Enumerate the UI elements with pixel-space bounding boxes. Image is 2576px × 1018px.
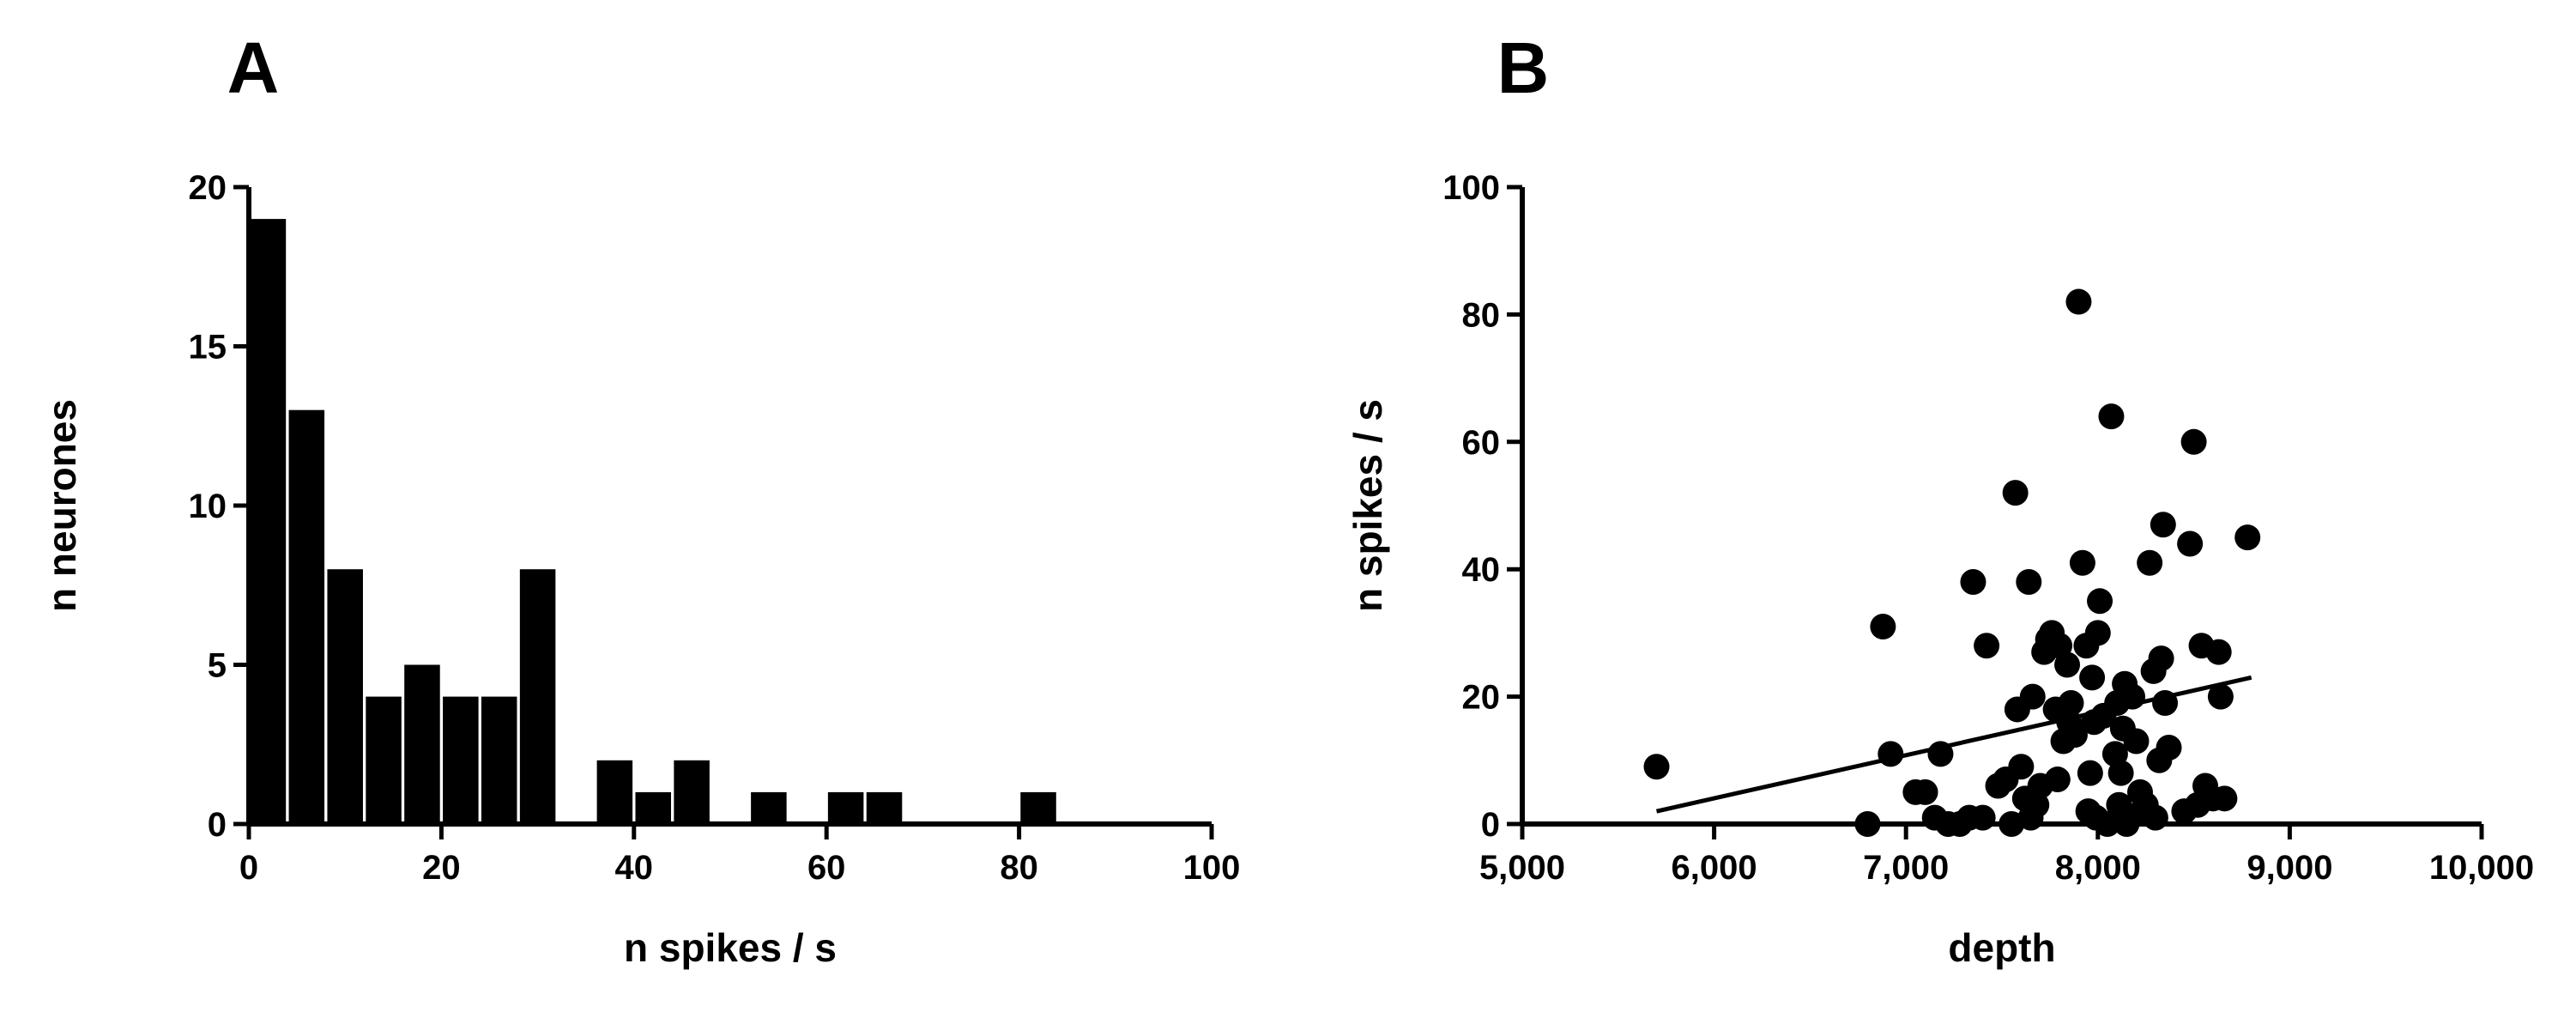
x-axis-title-a: n spikes / s: [624, 925, 837, 970]
scatter-point: [1969, 804, 1996, 831]
y-tick-label-b: 20: [1462, 679, 1501, 717]
histogram-bar: [519, 569, 556, 824]
y-tick-label-b: 80: [1462, 296, 1501, 334]
panel-label-b: B: [1497, 27, 1550, 108]
y-axis-title-a: n neurones: [39, 399, 84, 612]
scatter-point: [1870, 613, 1896, 639]
scatter-point: [2098, 403, 2125, 430]
scatter-point: [2079, 664, 2106, 691]
x-tick-label-a: 40: [615, 849, 654, 887]
scatter-point: [2016, 569, 2042, 596]
x-tick-label-a: 100: [1183, 849, 1241, 887]
scatter-point: [2156, 734, 2182, 760]
scatter-point: [2152, 690, 2179, 717]
scatter-point: [2077, 760, 2103, 786]
scatter-point: [2107, 760, 2134, 786]
scatter-point: [2234, 524, 2261, 551]
histogram-bar: [288, 409, 325, 824]
scatter-point: [2180, 428, 2207, 455]
histogram-bar: [366, 696, 402, 824]
histogram-bar: [327, 569, 363, 824]
scatter-point: [1878, 741, 1904, 767]
scatter-point: [2087, 588, 2113, 615]
scatter-point: [2002, 480, 2029, 506]
y-tick-label-b: 0: [1481, 806, 1500, 844]
x-tick-label-b: 10,000: [2429, 849, 2534, 887]
scatter-point: [2044, 767, 2071, 793]
scatter-point: [1912, 779, 1938, 805]
x-tick-label-b: 8,000: [2055, 849, 2141, 887]
scatter-point: [1643, 754, 1670, 780]
y-tick-label-a: 0: [208, 806, 227, 844]
scatter-point: [2054, 651, 2081, 678]
x-tick-label-b: 5,000: [1479, 849, 1565, 887]
y-axis-title-b: n spikes / s: [1345, 399, 1390, 612]
y-tick-label-a: 10: [189, 488, 227, 525]
scatter-point: [2069, 549, 2095, 576]
scatter-point: [2148, 645, 2174, 672]
y-tick-label-a: 15: [189, 329, 227, 367]
scatter-point: [1974, 633, 2000, 659]
scatter-point: [2094, 811, 2120, 837]
scatter-point: [1927, 741, 1954, 767]
scatter-point: [2142, 804, 2168, 831]
panel-b: B 0 20 40 60 80 100 5,000 6,000 7,000 8,000 9,000 10…: [1345, 27, 2534, 970]
scatter-point: [2058, 690, 2084, 717]
y-tick-label-b: 60: [1462, 424, 1501, 462]
scatter-point: [2023, 791, 2050, 818]
scatter-point: [2119, 683, 2146, 710]
scatter-point: [2207, 683, 2234, 710]
histogram-bar: [596, 760, 633, 824]
histogram-bar: [1020, 791, 1056, 824]
y-tick-label-a: 5: [208, 647, 227, 685]
histogram-bar: [751, 791, 787, 824]
histogram-bar: [443, 696, 479, 824]
scatter-point: [2123, 728, 2150, 754]
scatter-point: [2084, 620, 2111, 646]
x-axis-title-b: depth: [1948, 925, 2055, 970]
histogram-bar: [866, 791, 903, 824]
x-tick-label-b: 9,000: [2246, 849, 2332, 887]
panel-a: A 0 5 10 15 20 0 20 40 60 80 100 n spikes / s n neuro…: [39, 27, 1240, 970]
histogram-bar: [404, 664, 440, 824]
x-tick-label-a: 20: [422, 849, 461, 887]
y-tick-label-a: 20: [189, 169, 227, 207]
y-tick-label-b: 40: [1462, 551, 1501, 589]
y-tick-label-b: 100: [1442, 169, 1500, 207]
x-tick-label-a: 80: [1000, 849, 1038, 887]
scatter-point: [1854, 811, 1881, 837]
histogram-bar: [674, 760, 710, 824]
scatter-point: [2211, 785, 2238, 812]
x-tick-label-b: 7,000: [1863, 849, 1949, 887]
histogram-bar: [250, 219, 287, 825]
histogram-bar: [635, 791, 671, 824]
histogram-bar: [481, 696, 517, 824]
scatter-point: [2065, 288, 2092, 315]
regression-line: [1655, 675, 2252, 814]
x-tick-label-a: 0: [239, 849, 258, 887]
panel-label-a: A: [227, 27, 280, 108]
scatter-point: [2008, 754, 2035, 780]
scatter-point: [2061, 722, 2088, 748]
scatter-point: [2137, 549, 2163, 576]
histogram-bar: [827, 791, 864, 824]
x-tick-label-a: 60: [807, 849, 846, 887]
x-tick-label-b: 6,000: [1672, 849, 1757, 887]
scatter-point: [2205, 639, 2232, 665]
scatter-point: [2177, 530, 2204, 557]
scatter-point: [2019, 683, 2046, 710]
scatter-point: [1960, 569, 1986, 596]
scatter-point: [2150, 512, 2176, 538]
